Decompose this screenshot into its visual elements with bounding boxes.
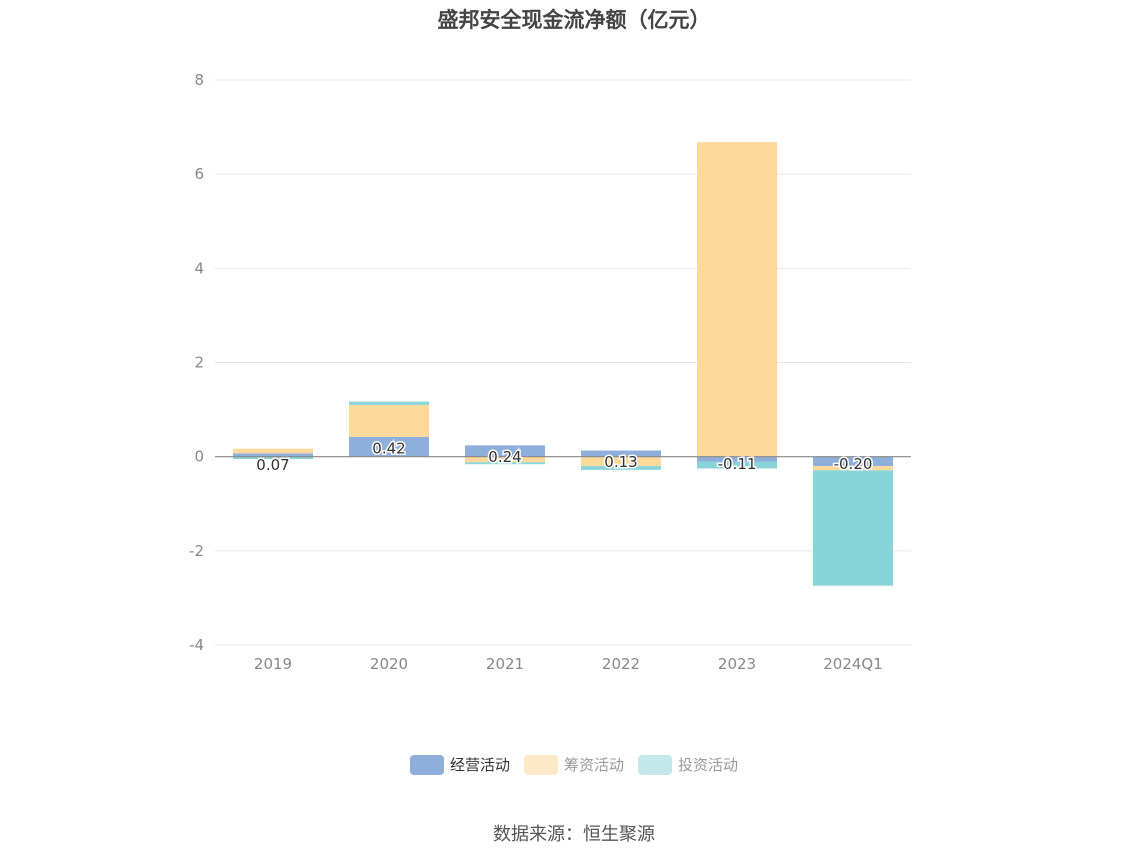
- y-tick-label: 8: [194, 71, 204, 89]
- legend-swatch-financing: [523, 754, 558, 775]
- bar-investing: [465, 462, 545, 465]
- data-label: -0.11: [718, 455, 757, 473]
- bar-financing: [813, 466, 893, 471]
- y-tick-label: 4: [194, 259, 204, 277]
- chart-title: 盛邦安全现金流净额（亿元）: [437, 8, 711, 32]
- y-tick-label: 0: [194, 448, 204, 466]
- legend-swatch-investing: [638, 754, 672, 775]
- y-tick-label: -4: [189, 636, 204, 654]
- x-tick-label: 2024Q1: [823, 655, 883, 673]
- bar-financing: [697, 142, 777, 457]
- x-tick-label: 2023: [718, 655, 756, 673]
- legend-item-operating[interactable]: 经营活动: [409, 754, 510, 775]
- bar-financing: [465, 456, 545, 463]
- bar-operating: [697, 456, 777, 462]
- bar-operating: [233, 453, 313, 457]
- bar-investing: [581, 466, 661, 470]
- chart-legend: 经营活动 筹资活动 投资活动: [0, 754, 1148, 775]
- data-label: 0.24: [488, 448, 521, 466]
- legend-label-operating: 经营活动: [449, 756, 510, 774]
- bar-operating: [813, 456, 893, 467]
- legend-item-investing[interactable]: 投资活动: [638, 754, 738, 775]
- legend-label-investing: 投资活动: [678, 756, 739, 774]
- legend-label-financing: 筹资活动: [563, 756, 624, 774]
- y-tick-label: 2: [194, 354, 204, 372]
- bar-investing: [349, 401, 429, 405]
- x-tick-label: 2021: [486, 655, 524, 673]
- legend-swatch-operating: [409, 754, 444, 775]
- y-tick-label: 6: [194, 165, 204, 183]
- bar-financing: [233, 448, 313, 454]
- data-label: 0.13: [604, 453, 637, 471]
- x-tick-label: 2020: [370, 655, 408, 673]
- bar-investing: [697, 461, 777, 469]
- data-label: 0.42: [372, 439, 405, 457]
- bar-operating: [349, 436, 429, 457]
- data-label: -0.20: [834, 455, 873, 473]
- x-tick-label: 2022: [602, 655, 640, 673]
- bar-operating: [581, 450, 661, 457]
- bar-operating: [465, 445, 545, 457]
- bar-investing: [233, 456, 313, 460]
- bar-financing: [581, 456, 661, 467]
- data-source: 数据来源：恒生聚源: [493, 824, 655, 845]
- y-tick-label: -2: [189, 542, 204, 560]
- data-label: 0.07: [256, 456, 289, 474]
- bar-investing: [813, 470, 893, 586]
- legend-item-financing[interactable]: 筹资活动: [523, 754, 624, 775]
- x-tick-label: 2019: [254, 655, 292, 673]
- bar-financing: [349, 404, 429, 437]
